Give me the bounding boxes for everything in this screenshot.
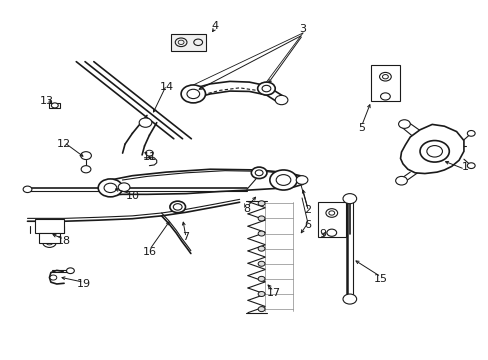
Circle shape bbox=[258, 307, 264, 312]
Circle shape bbox=[193, 39, 202, 45]
Circle shape bbox=[118, 183, 130, 192]
Circle shape bbox=[258, 201, 264, 206]
Circle shape bbox=[419, 140, 448, 162]
Circle shape bbox=[395, 176, 407, 185]
Circle shape bbox=[398, 120, 409, 129]
Circle shape bbox=[51, 103, 58, 108]
Text: 11: 11 bbox=[142, 152, 156, 162]
Circle shape bbox=[326, 229, 336, 236]
Circle shape bbox=[258, 246, 264, 251]
Text: 8: 8 bbox=[243, 204, 250, 214]
Text: 5: 5 bbox=[357, 123, 364, 133]
Circle shape bbox=[325, 209, 337, 217]
Circle shape bbox=[46, 240, 53, 245]
Text: 16: 16 bbox=[142, 247, 156, 257]
Circle shape bbox=[181, 85, 205, 103]
Circle shape bbox=[426, 145, 442, 157]
Circle shape bbox=[169, 201, 185, 213]
Circle shape bbox=[186, 89, 199, 99]
Circle shape bbox=[258, 216, 264, 221]
Text: 10: 10 bbox=[125, 191, 139, 201]
Circle shape bbox=[275, 95, 287, 105]
Circle shape bbox=[173, 204, 182, 210]
Circle shape bbox=[42, 237, 56, 247]
Text: 6: 6 bbox=[304, 220, 311, 230]
Circle shape bbox=[255, 170, 263, 176]
Circle shape bbox=[269, 170, 297, 190]
Circle shape bbox=[66, 268, 74, 274]
Circle shape bbox=[81, 166, 91, 173]
Circle shape bbox=[258, 276, 264, 282]
Bar bbox=[317, 202, 345, 237]
Text: 13: 13 bbox=[40, 96, 54, 106]
Bar bbox=[370, 65, 399, 101]
Text: 17: 17 bbox=[266, 288, 280, 298]
Circle shape bbox=[258, 292, 264, 297]
Circle shape bbox=[145, 150, 153, 156]
Bar bbox=[49, 103, 60, 108]
Circle shape bbox=[175, 38, 186, 46]
Bar bbox=[35, 220, 64, 233]
Circle shape bbox=[296, 176, 307, 184]
Circle shape bbox=[262, 85, 270, 92]
Text: 19: 19 bbox=[76, 279, 90, 289]
Circle shape bbox=[23, 186, 32, 193]
Text: 2: 2 bbox=[304, 206, 311, 216]
Circle shape bbox=[258, 231, 264, 236]
Circle shape bbox=[98, 179, 122, 197]
Text: 3: 3 bbox=[299, 24, 306, 35]
Circle shape bbox=[178, 40, 183, 44]
Text: 1: 1 bbox=[461, 162, 468, 172]
Text: 14: 14 bbox=[159, 82, 173, 92]
Text: 12: 12 bbox=[57, 139, 71, 149]
Text: 9: 9 bbox=[318, 229, 325, 239]
Text: 18: 18 bbox=[57, 236, 71, 246]
Circle shape bbox=[251, 167, 266, 179]
Circle shape bbox=[382, 75, 387, 79]
Circle shape bbox=[50, 275, 57, 280]
Text: 7: 7 bbox=[182, 232, 189, 242]
Circle shape bbox=[276, 175, 290, 185]
Polygon shape bbox=[400, 125, 463, 174]
Circle shape bbox=[379, 72, 390, 81]
Circle shape bbox=[467, 131, 474, 136]
Circle shape bbox=[258, 261, 264, 266]
Circle shape bbox=[328, 211, 334, 215]
Bar bbox=[171, 34, 206, 51]
Bar bbox=[39, 233, 60, 243]
Text: 4: 4 bbox=[211, 21, 218, 31]
Circle shape bbox=[467, 163, 474, 168]
Circle shape bbox=[380, 93, 389, 100]
Circle shape bbox=[139, 118, 152, 127]
Circle shape bbox=[257, 82, 275, 95]
Circle shape bbox=[342, 194, 356, 204]
Circle shape bbox=[342, 294, 356, 304]
Circle shape bbox=[81, 152, 91, 159]
Text: 15: 15 bbox=[373, 274, 387, 284]
Circle shape bbox=[104, 183, 117, 193]
